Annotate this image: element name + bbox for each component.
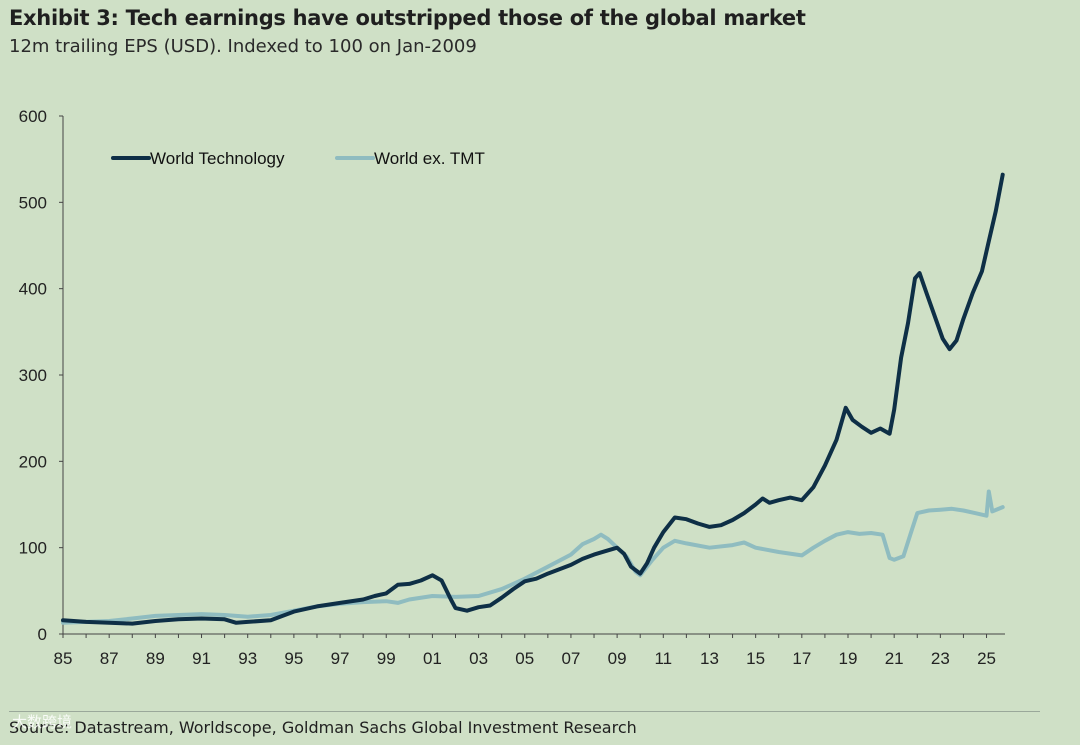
x-tick-label: 25	[977, 649, 996, 668]
y-tick-label: 600	[19, 107, 47, 126]
x-tick-label: 21	[885, 649, 904, 668]
x-tick-label: 11	[654, 649, 672, 668]
source-note: Source: Datastream, Worldscope, Goldman …	[9, 718, 637, 737]
x-tick-label: 87	[100, 649, 119, 668]
x-tick-label: 91	[192, 649, 211, 668]
legend-world-ex-tmt-label: World ex. TMT	[374, 149, 485, 168]
x-tick-label: 17	[792, 649, 811, 668]
y-tick-label: 500	[19, 193, 47, 212]
x-tick-label: 97	[331, 649, 350, 668]
series-layer	[61, 172, 1005, 626]
x-tick-label: 07	[561, 649, 580, 668]
x-tick-label: 05	[515, 649, 534, 668]
x-tick-label: 89	[146, 649, 165, 668]
chart-legend: World Technology World ex. TMT	[111, 149, 485, 168]
x-tick-label: 99	[377, 649, 396, 668]
footer-divider	[9, 711, 1040, 712]
watermark: 大数跨境	[12, 713, 73, 731]
x-tick-label: 93	[238, 649, 257, 668]
x-tick-label: 23	[931, 649, 950, 668]
y-tick-label: 200	[19, 452, 47, 471]
x-tick-label: 13	[700, 649, 719, 668]
x-tick-label: 85	[54, 649, 73, 668]
y-tick-label: 100	[19, 539, 47, 558]
series-world-technology-line	[61, 172, 1005, 626]
x-tick-label: 19	[839, 649, 858, 668]
y-tick-label: 400	[19, 280, 47, 299]
legend-world-technology-label: World Technology	[150, 149, 285, 168]
x-tick-label: 01	[423, 649, 442, 668]
y-tick-label: 300	[19, 366, 47, 385]
chart-axes: 0 100 200 300 400 500 600 85 87 89 91 93 95 97 99 01 03 0…	[19, 107, 1005, 668]
x-tick-label: 95	[284, 649, 303, 668]
x-tick-label: 15	[746, 649, 765, 668]
series-world-ex-tmt-line	[61, 489, 1005, 625]
x-tick-label: 03	[469, 649, 488, 668]
y-tick-label: 0	[38, 625, 47, 644]
chart-title: Exhibit 3: Tech earnings have outstrippe…	[9, 6, 806, 30]
x-tick-label: 09	[608, 649, 627, 668]
chart-subtitle: 12m trailing EPS (USD). Indexed to 100 o…	[9, 36, 477, 57]
